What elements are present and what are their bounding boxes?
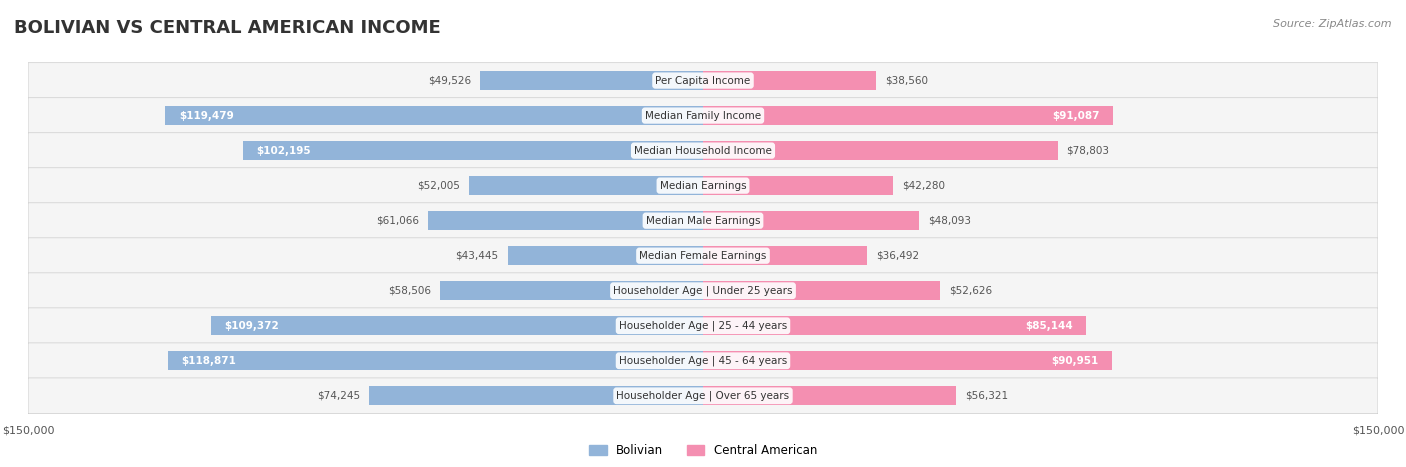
FancyBboxPatch shape [28, 63, 1378, 99]
Text: $61,066: $61,066 [377, 216, 419, 226]
Text: $90,951: $90,951 [1052, 356, 1098, 366]
Text: $38,560: $38,560 [886, 76, 928, 85]
Text: $78,803: $78,803 [1067, 146, 1109, 156]
Text: $52,005: $52,005 [418, 181, 460, 191]
Text: Median Male Earnings: Median Male Earnings [645, 216, 761, 226]
Bar [440, 281, 703, 300]
FancyBboxPatch shape [28, 168, 1378, 204]
Text: $42,280: $42,280 [903, 181, 945, 191]
Bar [481, 71, 703, 90]
Text: Householder Age | Under 25 years: Householder Age | Under 25 years [613, 285, 793, 296]
FancyBboxPatch shape [28, 98, 1378, 134]
FancyBboxPatch shape [28, 343, 1378, 379]
Bar [508, 246, 703, 265]
Bar [703, 351, 1112, 370]
Bar [703, 316, 1085, 335]
Bar [703, 386, 956, 405]
Text: $91,087: $91,087 [1052, 111, 1099, 120]
Text: $58,506: $58,506 [388, 286, 430, 296]
FancyBboxPatch shape [28, 238, 1378, 274]
Text: $48,093: $48,093 [928, 216, 972, 226]
Text: $109,372: $109,372 [225, 321, 280, 331]
Text: $119,479: $119,479 [179, 111, 233, 120]
Bar [703, 71, 876, 90]
Bar [703, 281, 939, 300]
Text: $43,445: $43,445 [456, 251, 499, 261]
FancyBboxPatch shape [28, 203, 1378, 239]
Bar [703, 141, 1057, 160]
Text: $49,526: $49,526 [427, 76, 471, 85]
Text: Householder Age | Over 65 years: Householder Age | Over 65 years [616, 390, 790, 401]
Text: Median Female Earnings: Median Female Earnings [640, 251, 766, 261]
Bar [169, 351, 703, 370]
Text: $102,195: $102,195 [257, 146, 311, 156]
Text: Source: ZipAtlas.com: Source: ZipAtlas.com [1274, 19, 1392, 28]
Text: Median Household Income: Median Household Income [634, 146, 772, 156]
FancyBboxPatch shape [28, 273, 1378, 309]
Text: $36,492: $36,492 [876, 251, 920, 261]
Bar [368, 386, 703, 405]
FancyBboxPatch shape [28, 378, 1378, 414]
Bar [703, 211, 920, 230]
FancyBboxPatch shape [28, 133, 1378, 169]
Text: $74,245: $74,245 [316, 391, 360, 401]
Bar [243, 141, 703, 160]
Bar [703, 246, 868, 265]
Text: Per Capita Income: Per Capita Income [655, 76, 751, 85]
Text: BOLIVIAN VS CENTRAL AMERICAN INCOME: BOLIVIAN VS CENTRAL AMERICAN INCOME [14, 19, 441, 37]
Bar [470, 176, 703, 195]
Bar [703, 106, 1112, 125]
Text: $52,626: $52,626 [949, 286, 991, 296]
Text: Median Family Income: Median Family Income [645, 111, 761, 120]
Bar [166, 106, 703, 125]
Text: Householder Age | 25 - 44 years: Householder Age | 25 - 44 years [619, 320, 787, 331]
Text: Householder Age | 45 - 64 years: Householder Age | 45 - 64 years [619, 355, 787, 366]
Bar [703, 176, 893, 195]
Text: $56,321: $56,321 [966, 391, 1008, 401]
Text: Median Earnings: Median Earnings [659, 181, 747, 191]
Bar [429, 211, 703, 230]
Text: $118,871: $118,871 [181, 356, 236, 366]
Legend: Bolivian, Central American: Bolivian, Central American [583, 439, 823, 462]
Bar [211, 316, 703, 335]
FancyBboxPatch shape [28, 308, 1378, 344]
Text: $85,144: $85,144 [1025, 321, 1073, 331]
